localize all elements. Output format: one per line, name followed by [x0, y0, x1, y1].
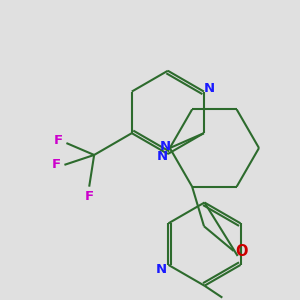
Text: N: N [156, 263, 167, 276]
Text: F: F [85, 190, 94, 203]
Text: O: O [236, 244, 248, 259]
Text: F: F [54, 134, 63, 147]
Text: N: N [203, 82, 214, 95]
Text: F: F [52, 158, 61, 171]
Text: N: N [156, 150, 167, 164]
Text: N: N [159, 140, 170, 152]
